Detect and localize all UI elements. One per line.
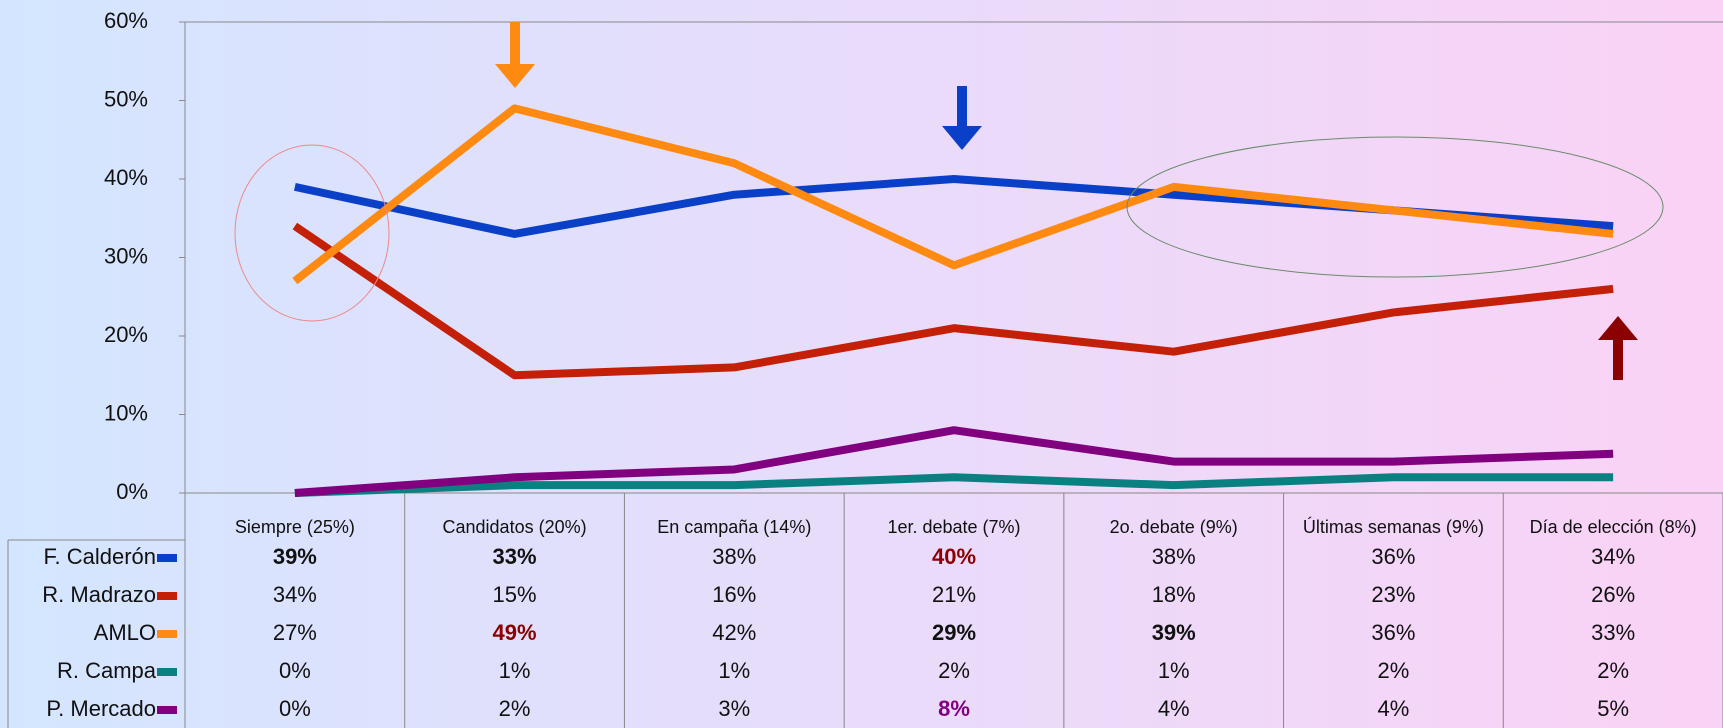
x-tick-label: Últimas semanas (9%) xyxy=(1303,516,1484,537)
data-label: 29% xyxy=(932,620,976,645)
data-label: 2% xyxy=(499,696,531,721)
data-label: 5% xyxy=(1597,696,1629,721)
x-tick-label: Siempre (25%) xyxy=(235,517,355,537)
legend-label: P. Mercado xyxy=(46,696,156,721)
data-label: 34% xyxy=(1591,544,1635,569)
data-label: 39% xyxy=(1152,620,1196,645)
arrow xyxy=(495,22,535,88)
x-tick-label: 2o. debate (9%) xyxy=(1110,517,1238,537)
data-label: 0% xyxy=(279,696,311,721)
legend-label: R. Madrazo xyxy=(42,582,156,607)
y-tick-label: 10% xyxy=(104,400,148,425)
data-label: 2% xyxy=(1597,658,1629,683)
arrow xyxy=(1598,316,1638,380)
data-label: 36% xyxy=(1371,620,1415,645)
series-line xyxy=(292,104,1614,285)
series-line xyxy=(294,473,1614,497)
data-label: 38% xyxy=(712,544,756,569)
data-label: 1% xyxy=(1158,658,1190,683)
data-label: 27% xyxy=(273,620,317,645)
data-label: 16% xyxy=(712,582,756,607)
data-label: 33% xyxy=(493,544,537,569)
data-label: 4% xyxy=(1158,696,1190,721)
data-label: 23% xyxy=(1371,582,1415,607)
data-label: 38% xyxy=(1152,544,1196,569)
legend-swatch xyxy=(157,706,177,714)
data-label: 3% xyxy=(718,696,750,721)
data-label: 0% xyxy=(279,658,311,683)
data-label: 4% xyxy=(1378,696,1410,721)
y-tick-label: 20% xyxy=(104,322,148,347)
data-label: 40% xyxy=(932,544,976,569)
y-tick-label: 30% xyxy=(104,243,148,268)
series-line xyxy=(292,222,1614,380)
data-label: 15% xyxy=(493,582,537,607)
data-label: 1% xyxy=(718,658,750,683)
y-tick-label: 40% xyxy=(104,165,148,190)
arrow xyxy=(942,86,982,150)
legend-swatch xyxy=(157,554,177,562)
legend-label: F. Calderón xyxy=(43,544,156,569)
x-tick-label: Día de elección (8%) xyxy=(1530,517,1697,537)
legend-label: AMLO xyxy=(94,620,156,645)
y-tick-label: 60% xyxy=(104,8,148,33)
data-label: 42% xyxy=(712,620,756,645)
legend-swatch xyxy=(157,592,177,600)
highlight-ellipse xyxy=(234,144,390,322)
data-label: 39% xyxy=(273,544,317,569)
data-label: 34% xyxy=(273,582,317,607)
legend-swatch xyxy=(157,630,177,638)
data-label: 36% xyxy=(1371,544,1415,569)
x-tick-label: Candidatos (20%) xyxy=(443,517,587,537)
data-label: 1% xyxy=(499,658,531,683)
highlight-ellipse xyxy=(1126,136,1664,278)
y-tick-label: 50% xyxy=(104,86,148,111)
legend-swatch xyxy=(157,668,177,676)
data-label: 49% xyxy=(493,620,537,645)
data-label: 18% xyxy=(1152,582,1196,607)
x-tick-label: 1er. debate (7%) xyxy=(887,517,1020,537)
x-tick-label: En campaña (14%) xyxy=(657,517,811,537)
data-label: 2% xyxy=(938,658,970,683)
legend-label: R. Campa xyxy=(57,658,157,683)
data-label: 2% xyxy=(1378,658,1410,683)
data-label: 33% xyxy=(1591,620,1635,645)
series-line xyxy=(294,426,1614,497)
data-label: 26% xyxy=(1591,582,1635,607)
data-label: 8% xyxy=(938,696,970,721)
y-tick-label: 0% xyxy=(116,479,148,504)
data-label: 21% xyxy=(932,582,976,607)
